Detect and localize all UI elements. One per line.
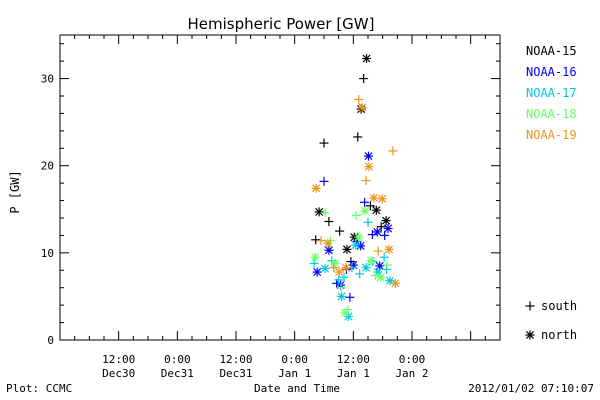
north-point bbox=[341, 263, 351, 273]
north-point bbox=[366, 256, 376, 266]
y-tick-label: 30 bbox=[41, 73, 54, 86]
north-point bbox=[360, 206, 370, 216]
plot-frame bbox=[59, 34, 501, 341]
x-axis-label: Date and Time bbox=[254, 382, 340, 395]
y-axis-label: P [GW] bbox=[8, 170, 22, 213]
series-noaa-19 bbox=[311, 94, 400, 288]
south-point bbox=[379, 252, 389, 262]
south-point bbox=[376, 222, 386, 232]
north-point bbox=[361, 263, 371, 273]
plot-axes: 010203012:00Dec300:00Dec3112:00Dec310:00… bbox=[41, 34, 501, 380]
north-point bbox=[312, 267, 322, 277]
north-point bbox=[377, 194, 387, 204]
south-point bbox=[324, 216, 334, 226]
south-point bbox=[365, 201, 375, 211]
south-point bbox=[319, 138, 329, 148]
north-point bbox=[369, 193, 379, 203]
series-noaa-18 bbox=[310, 206, 392, 318]
y-tick-label: 0 bbox=[47, 334, 54, 347]
legend-entry-noaa-16: NOAA-16 bbox=[526, 65, 577, 79]
south-point bbox=[336, 283, 346, 293]
north-point bbox=[362, 54, 372, 64]
south-point bbox=[309, 258, 319, 268]
x-tick-label: Dec31 bbox=[219, 367, 252, 380]
series-legend: NOAA-15 NOAA-16 NOAA-17 NOAA-18 NOAA-19 south… bbox=[525, 44, 577, 342]
south-point bbox=[355, 269, 365, 279]
south-point bbox=[353, 132, 363, 142]
north-point bbox=[330, 258, 340, 268]
south-point bbox=[380, 230, 390, 240]
chart-title: Hemispheric Power [GW] bbox=[188, 15, 375, 33]
legend-entry-noaa-17: NOAA-17 bbox=[526, 86, 577, 100]
south-point bbox=[343, 305, 353, 314]
south-point bbox=[339, 272, 349, 282]
x-tick-label: Jan 2 bbox=[395, 367, 428, 380]
north-point bbox=[320, 264, 330, 274]
north-point bbox=[314, 207, 324, 217]
north-point bbox=[376, 272, 386, 282]
south-point bbox=[319, 176, 329, 186]
north-point bbox=[324, 245, 334, 255]
x-tick-label: 12:00 bbox=[219, 353, 252, 366]
x-tick-label: Jan 1 bbox=[278, 367, 311, 380]
south-point bbox=[382, 260, 392, 270]
south-point bbox=[334, 275, 344, 285]
x-tick-label: 12:00 bbox=[337, 353, 370, 366]
north-point bbox=[384, 244, 394, 254]
south-point bbox=[363, 217, 373, 227]
north-point bbox=[363, 151, 373, 161]
y-tick-label: 10 bbox=[41, 247, 54, 260]
north-point bbox=[354, 232, 364, 242]
legend-entry-noaa-19: NOAA-19 bbox=[526, 128, 577, 142]
north-point bbox=[311, 183, 321, 193]
south-point bbox=[360, 197, 370, 207]
north-point bbox=[372, 227, 382, 237]
legend-north: north bbox=[525, 328, 577, 342]
x-tick-label: 0:00 bbox=[164, 353, 191, 366]
north-point bbox=[371, 205, 381, 215]
x-tick-label: Dec31 bbox=[161, 367, 194, 380]
legend-entry-noaa-15: NOAA-15 bbox=[526, 44, 577, 58]
south-point bbox=[335, 226, 345, 236]
south-point bbox=[359, 74, 369, 84]
x-tick-label: 12:00 bbox=[102, 353, 135, 366]
footer-plot-credit: Plot: CCMC bbox=[6, 382, 72, 395]
north-point bbox=[364, 162, 374, 172]
north-point bbox=[381, 216, 391, 226]
x-tick-label: Dec30 bbox=[102, 367, 135, 380]
north-point bbox=[323, 238, 333, 248]
north-point bbox=[383, 223, 393, 233]
legend-label-south: south bbox=[541, 299, 577, 313]
north-point bbox=[310, 252, 320, 262]
footer-timestamp: 2012/01/02 07:10:07 bbox=[468, 382, 594, 395]
north-point bbox=[351, 240, 361, 250]
south-point bbox=[388, 146, 398, 156]
north-point bbox=[342, 244, 352, 254]
north-point bbox=[357, 102, 367, 112]
y-tick-label: 20 bbox=[41, 160, 54, 173]
south-point bbox=[354, 94, 364, 104]
south-point bbox=[345, 292, 355, 302]
x-tick-label: 0:00 bbox=[399, 353, 426, 366]
series-noaa-17 bbox=[309, 217, 395, 321]
south-point bbox=[320, 208, 330, 218]
south-point bbox=[329, 263, 339, 273]
north-point bbox=[337, 291, 347, 301]
south-point bbox=[311, 235, 321, 245]
legend-south: south bbox=[525, 299, 577, 313]
data-points bbox=[309, 54, 400, 321]
series-noaa-15 bbox=[311, 54, 391, 267]
south-point bbox=[351, 210, 361, 220]
legend-label-north: north bbox=[541, 328, 577, 342]
x-tick-label: Jan 1 bbox=[337, 367, 370, 380]
south-point bbox=[361, 176, 371, 186]
series-noaa-16 bbox=[312, 151, 393, 302]
x-tick-label: 0:00 bbox=[281, 353, 308, 366]
legend-entry-noaa-18: NOAA-18 bbox=[526, 107, 577, 121]
north-point bbox=[390, 278, 400, 288]
north-point bbox=[334, 267, 344, 277]
south-point bbox=[316, 236, 326, 246]
south-point bbox=[373, 246, 383, 256]
